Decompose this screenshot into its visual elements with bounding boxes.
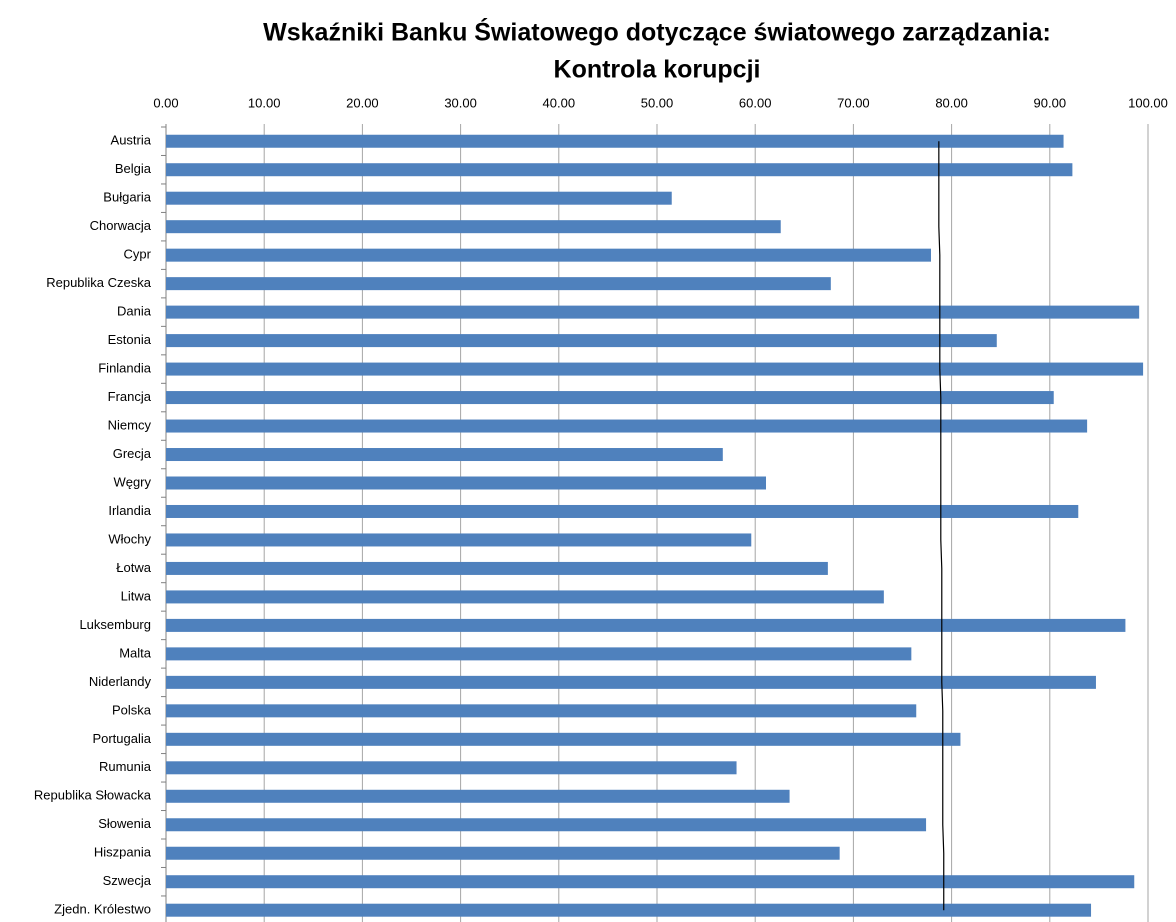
bar [166, 419, 1088, 433]
bar [166, 732, 961, 746]
bar [166, 504, 1079, 518]
y-tick-label: Niemcy [108, 417, 152, 432]
y-tick-label: Słowenia [98, 816, 152, 831]
y-tick-label: Dania [117, 304, 152, 319]
x-tick-label: 20.00 [346, 95, 379, 110]
bar [166, 903, 1092, 917]
bar [166, 590, 884, 604]
y-tick-label: Włochy [108, 531, 151, 546]
bar [166, 362, 1144, 376]
bar [166, 248, 931, 262]
bar [166, 618, 1126, 632]
bar [166, 220, 781, 234]
y-tick-label: Luksemburg [79, 617, 151, 632]
chart-title: Kontrola korupcji [554, 56, 761, 84]
bar [166, 448, 723, 462]
y-tick-label: Austria [111, 133, 152, 148]
bar [166, 305, 1140, 319]
bar [166, 846, 840, 860]
x-tick-label: 0.00 [153, 95, 178, 110]
y-tick-label: Malta [119, 645, 152, 660]
chart-title: Wskaźniki Banku Światowego dotyczące świ… [263, 17, 1051, 47]
y-tick-label: Bułgaria [103, 190, 151, 205]
x-tick-label: 10.00 [248, 95, 281, 110]
y-tick-label: Hiszpania [94, 845, 152, 860]
x-tick-label: 60.00 [739, 95, 772, 110]
bar [166, 561, 828, 575]
bar [166, 789, 790, 803]
bar [166, 391, 1054, 405]
y-tick-label: Portugalia [92, 731, 151, 746]
y-tick-label: Republika Słowacka [34, 788, 152, 803]
bar [166, 818, 927, 832]
bar [166, 761, 737, 775]
x-tick-label: 40.00 [543, 95, 576, 110]
bar [166, 675, 1096, 689]
x-tick-label: 50.00 [641, 95, 674, 110]
bar [166, 334, 997, 348]
y-tick-label: Niderlandy [89, 674, 152, 689]
line [938, 141, 945, 911]
bar [166, 277, 831, 291]
y-tick-label: Francja [108, 389, 152, 404]
y-tick-label: Rumunia [99, 759, 152, 774]
y-tick-label: Irlandia [108, 503, 151, 518]
x-tick-label: 80.00 [935, 95, 968, 110]
bar [166, 647, 912, 661]
y-tick-label: Belgia [115, 161, 152, 176]
bar [166, 704, 917, 718]
y-tick-label: Finlandia [98, 361, 152, 376]
x-tick-label: 90.00 [1034, 95, 1067, 110]
y-tick-label: Łotwa [116, 560, 151, 575]
bar [166, 163, 1073, 177]
y-tick-label: Chorwacja [90, 218, 152, 233]
bar [166, 476, 767, 490]
bar [166, 875, 1135, 889]
y-tick-label: Cypr [124, 247, 152, 262]
x-tick-label: 70.00 [837, 95, 870, 110]
y-tick-label: Litwa [121, 588, 152, 603]
y-tick-label: Węgry [113, 474, 151, 489]
bar [166, 134, 1064, 148]
y-tick-label: Polska [112, 702, 152, 717]
y-tick-label: Republika Czeska [46, 275, 152, 290]
x-tick-label: 30.00 [444, 95, 477, 110]
y-tick-label: Estonia [108, 332, 152, 347]
x-tick-label: 100.00 [1128, 95, 1168, 110]
bar [166, 533, 752, 547]
bar [166, 191, 672, 205]
y-tick-label: Zjedn. Królestwo [54, 902, 151, 917]
y-tick-label: Szwecja [103, 873, 152, 888]
y-tick-label: Grecja [113, 446, 152, 461]
